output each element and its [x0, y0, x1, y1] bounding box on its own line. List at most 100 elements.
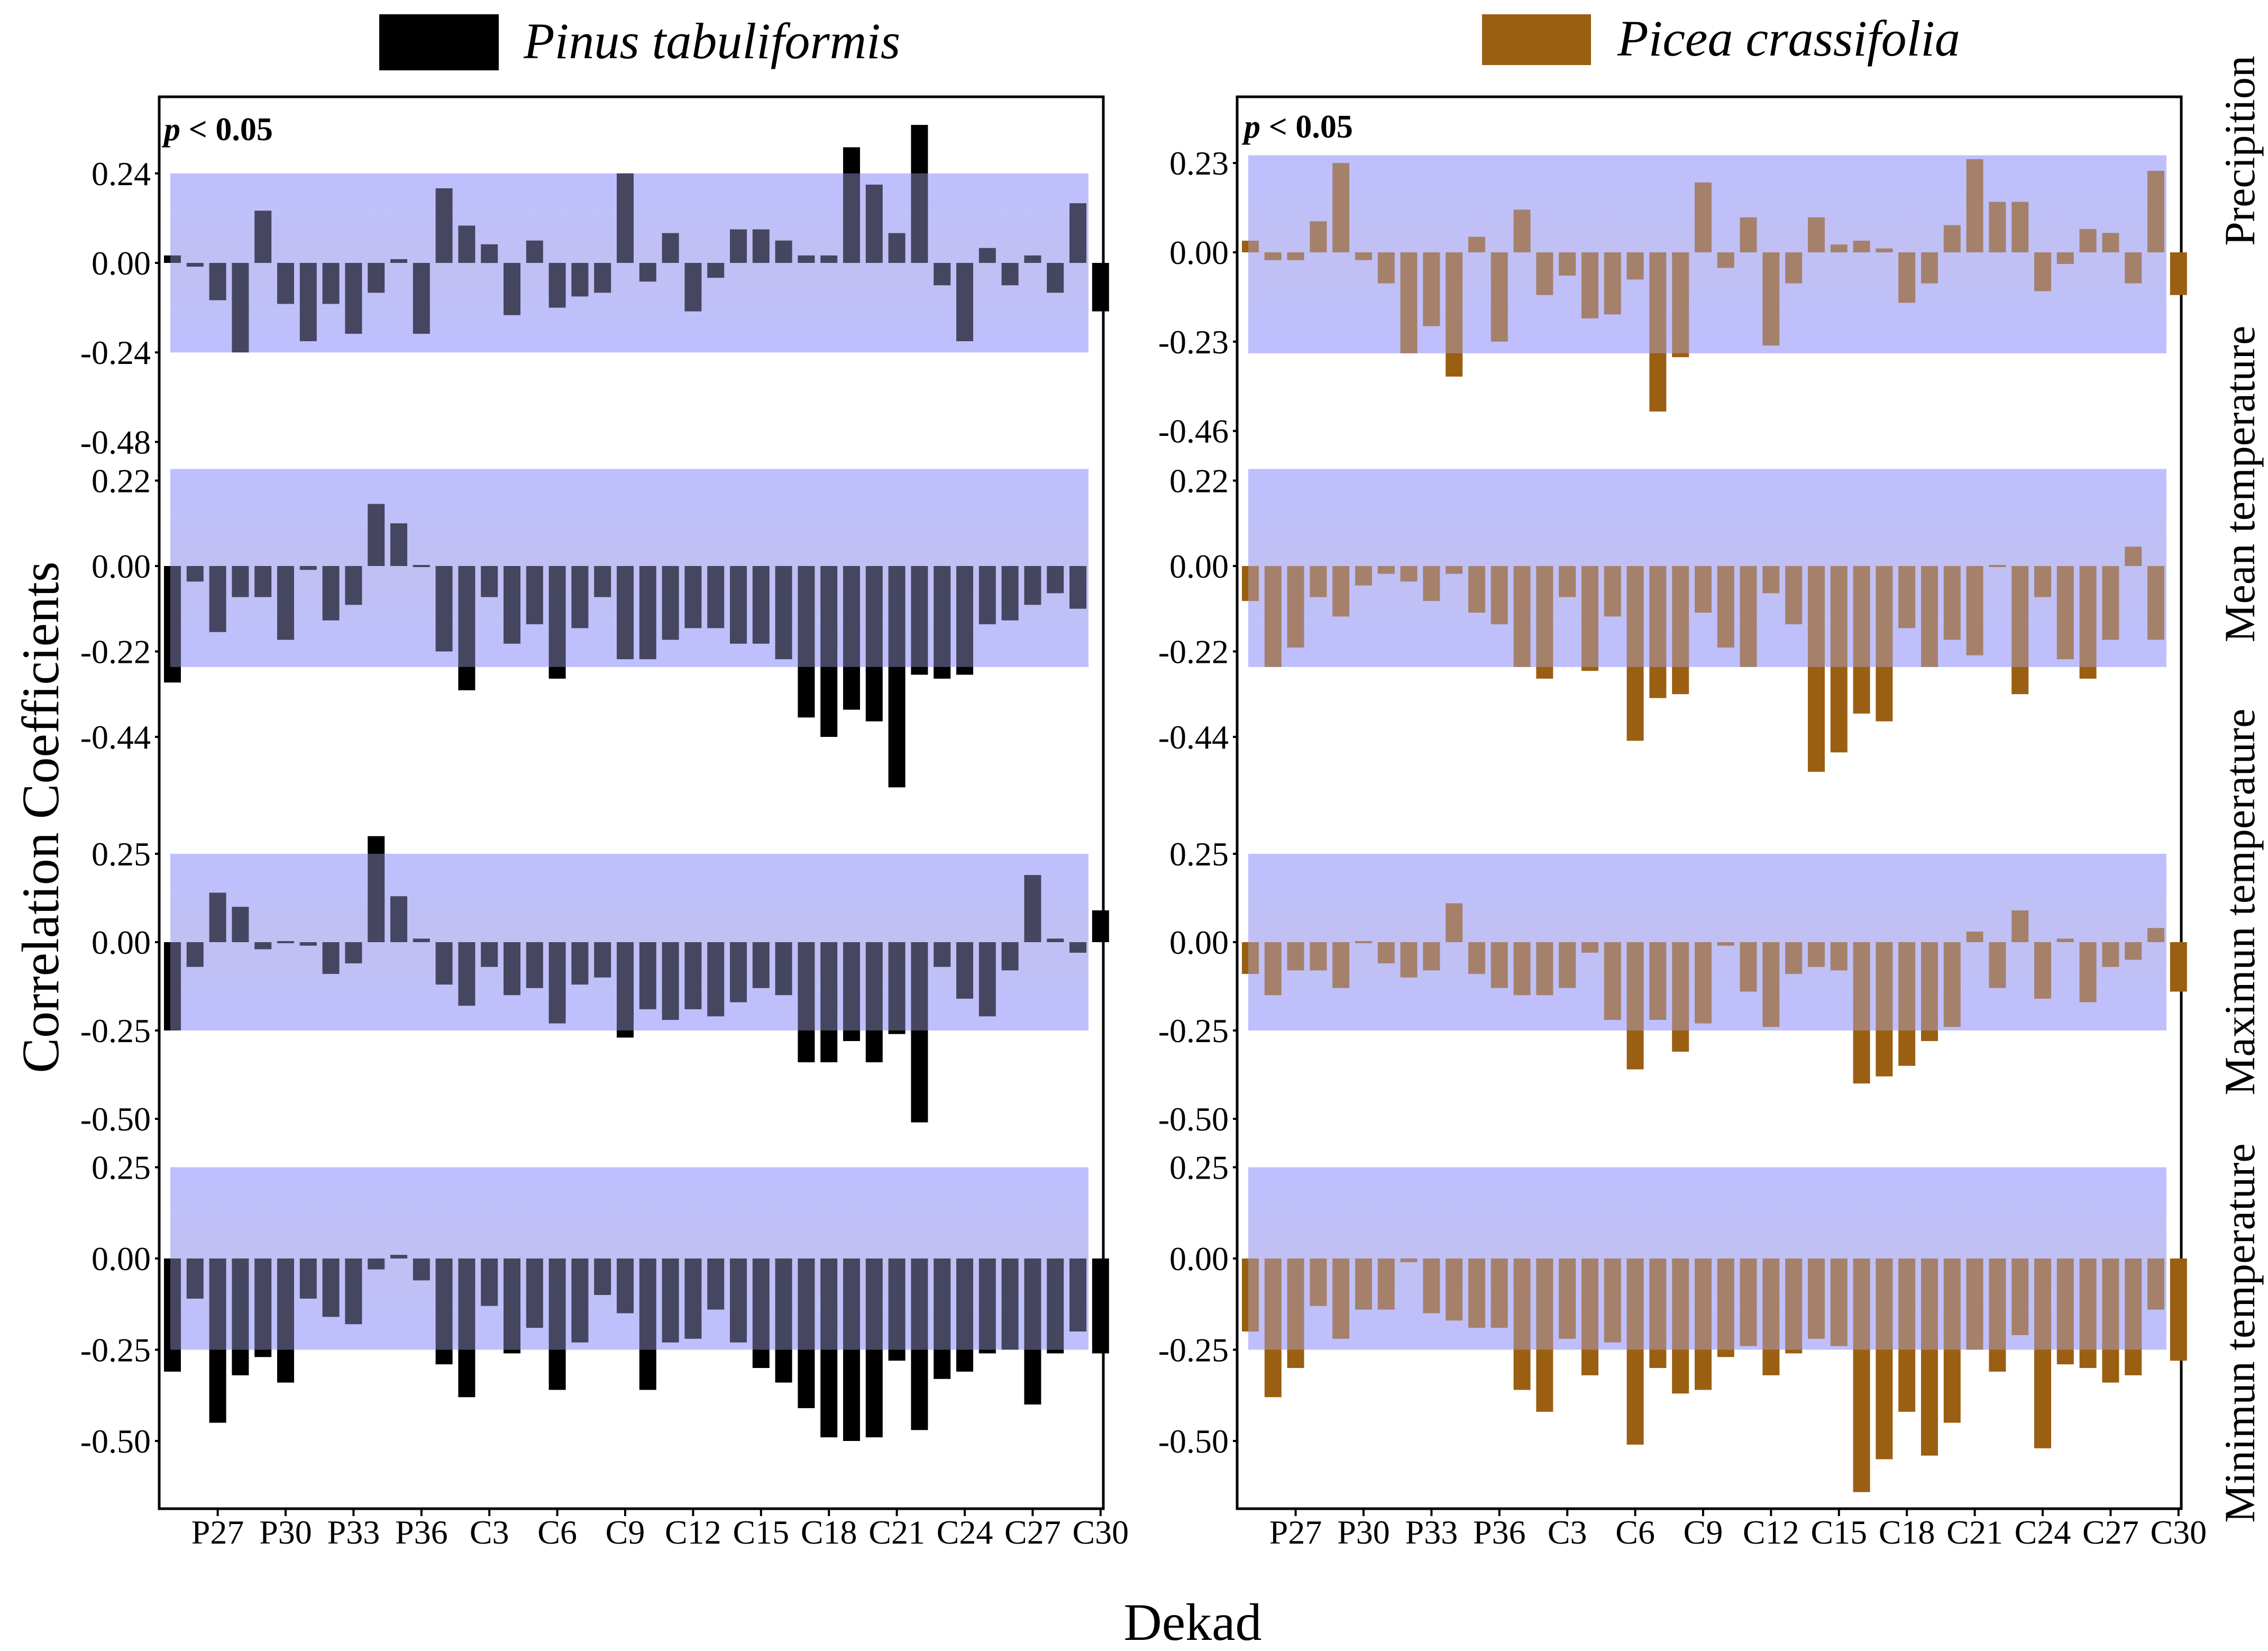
- bar-left-maximun-temperature-C15: [752, 942, 770, 988]
- bar-left-mean-temperature-C17: [798, 566, 815, 718]
- bar-right-maximun-temperature-C29: [2147, 928, 2164, 942]
- y-tick-label-right-minimun-temperature-1: 0.00: [1169, 1240, 1229, 1278]
- y-tick-label-right-maximun-temperature-2: -0.25: [1158, 1012, 1229, 1050]
- bar-left-precipition-P31: [299, 263, 317, 341]
- bar-right-maximun-temperature-C25: [2056, 938, 2074, 942]
- bar-right-precipition-C6: [1626, 252, 1644, 280]
- y-tick-label-left-minimun-temperature-3: -0.50: [80, 1422, 151, 1460]
- bar-left-mean-temperature-P29: [254, 566, 272, 597]
- bar-right-maximun-temperature-C22: [1989, 942, 2006, 988]
- bar-right-minimun-temperature-P32: [1400, 1258, 1418, 1262]
- x-tick-label-right-C21: C21: [1946, 1513, 2003, 1551]
- bar-right-minimun-temperature-C23: [2011, 1258, 2029, 1335]
- bar-right-mean-temperature-C26: [2079, 566, 2097, 679]
- x-tick-label-right-P27: P27: [1269, 1513, 1322, 1551]
- bar-right-maximun-temperature-C5: [1604, 942, 1621, 1020]
- bar-right-maximun-temperature-C19: [1921, 942, 1938, 1041]
- y-tick-label-left-maximun-temperature-1: 0.00: [92, 924, 151, 961]
- significance-band-overlay-right-minimun-temperature: [1248, 1167, 2166, 1350]
- bar-right-minimun-temperature-C20: [1943, 1258, 1961, 1423]
- bar-right-minimun-temperature-C8: [1672, 1258, 1689, 1394]
- bar-right-minimun-temperature-P31: [1377, 1258, 1395, 1310]
- bar-right-minimun-temperature-C10: [1717, 1258, 1734, 1357]
- y-tick-label-right-precipition-2: -0.23: [1158, 323, 1229, 361]
- y-tick-label-right-maximun-temperature-1: 0.00: [1169, 924, 1229, 961]
- x-tick-label-right-C27: C27: [2082, 1513, 2139, 1551]
- bar-right-minimun-temperature-C2: [1536, 1258, 1553, 1412]
- bar-left-mean-temperature-C2: [458, 566, 475, 690]
- bar-right-minimun-temperature-C19: [1921, 1258, 1938, 1456]
- bar-right-mean-temperature-C24: [2034, 566, 2051, 597]
- x-tick-label-right-C12: C12: [1743, 1513, 1799, 1551]
- bar-left-mean-temperature-P33: [345, 566, 362, 605]
- legend-swatch-pinus: [379, 14, 499, 70]
- y-tick-label-right-mean-temperature-1: 0.00: [1169, 548, 1229, 585]
- bar-right-maximun-temperature-C28: [2125, 942, 2142, 960]
- bar-right-minimun-temperature-P30: [1355, 1258, 1372, 1310]
- significance-band-overlay-left-minimun-temperature: [170, 1167, 1089, 1350]
- bar-left-precipition-P36: [413, 263, 430, 334]
- x-tick-label-left-C24: C24: [937, 1513, 993, 1551]
- y-tick-label-right-precipition-0: 0.23: [1169, 144, 1229, 182]
- significance-band-overlay-right-mean-temperature: [1248, 469, 2166, 667]
- bar-right-precipition-C21: [1966, 159, 1983, 252]
- bar-left-maximun-temperature-C5: [526, 942, 543, 988]
- bar-left-maximun-temperature-C11: [662, 942, 679, 1020]
- bar-right-mean-temperature-C1: [1513, 566, 1531, 667]
- bar-right-precipition-C24: [2034, 252, 2051, 291]
- bar-left-minimun-temperature-P29: [254, 1258, 272, 1357]
- bar-left-precipition-C19: [843, 147, 860, 263]
- bar-left-maximun-temperature-P25: [164, 942, 181, 1030]
- bar-right-precipition-C22: [1989, 202, 2006, 252]
- y-tick-label-right-minimun-temperature-0: 0.25: [1169, 1149, 1229, 1187]
- bar-left-minimun-temperature-C2: [458, 1258, 475, 1398]
- legend-label-picea: Picea crassifolia: [1617, 10, 1960, 67]
- bar-left-precipition-C1: [435, 188, 453, 263]
- y-tick-label-left-precipition-3: -0.48: [80, 423, 151, 461]
- bar-right-mean-temperature-C5: [1604, 566, 1621, 617]
- bar-right-minimun-temperature-C29: [2147, 1258, 2164, 1310]
- bar-right-minimun-temperature-C7: [1649, 1258, 1667, 1368]
- bar-right-precipition-C16: [1853, 241, 1870, 252]
- bar-left-maximun-temperature-C27: [1024, 875, 1041, 942]
- bar-left-minimun-temperature-C19: [843, 1258, 860, 1441]
- bar-left-maximun-temperature-C6: [548, 942, 566, 1024]
- bar-left-mean-temperature-P35: [390, 523, 407, 566]
- y-tick-label-right-maximun-temperature-3: -0.50: [1158, 1100, 1229, 1138]
- bar-right-precipition-C2: [1536, 252, 1553, 295]
- bar-right-minimun-temperature-C9: [1695, 1258, 1712, 1390]
- bar-left-minimun-temperature-P30: [277, 1258, 294, 1383]
- bar-right-maximun-temperature-C7: [1649, 942, 1667, 1020]
- bar-left-minimun-temperature-C24: [956, 1258, 973, 1372]
- bar-right-minimun-temperature-C28: [2125, 1258, 2142, 1375]
- bar-left-precipition-P27: [209, 263, 226, 300]
- x-tick-label-left-P27: P27: [191, 1513, 244, 1551]
- y-tick-label-right-precipition-3: -0.46: [1158, 413, 1229, 450]
- bar-right-maximun-temperature-P29: [1332, 942, 1350, 988]
- bar-left-precipition-C6: [548, 263, 566, 308]
- bar-right-maximun-temperature-P33: [1423, 942, 1440, 971]
- bar-left-precipition-C30: [1092, 263, 1109, 312]
- bar-left-mean-temperature-C8: [594, 566, 611, 597]
- x-tick-label-right-C15: C15: [1810, 1513, 1867, 1551]
- bar-right-minimun-temperature-P34: [1446, 1258, 1463, 1321]
- bar-right-precipition-C14: [1808, 217, 1825, 252]
- bar-right-mean-temperature-C18: [1898, 566, 1916, 628]
- bar-right-precipition-P36: [1490, 252, 1508, 342]
- bar-left-precipition-C17: [798, 255, 815, 263]
- bar-right-precipition-P27: [1287, 252, 1304, 260]
- y-tick-label-right-minimun-temperature-3: -0.50: [1158, 1422, 1229, 1460]
- bar-right-maximun-temperature-C1: [1513, 942, 1531, 996]
- y-tick-label-left-mean-temperature-2: -0.22: [80, 633, 151, 670]
- bar-left-minimun-temperature-C7: [571, 1258, 589, 1343]
- bar-left-precipition-C25: [978, 248, 996, 263]
- bar-left-minimun-temperature-C10: [639, 1258, 656, 1390]
- bar-left-maximun-temperature-C17: [798, 942, 815, 1063]
- bar-right-maximun-temperature-C10: [1717, 942, 1734, 946]
- bar-left-precipition-C15: [752, 229, 770, 263]
- bar-left-maximun-temperature-P35: [390, 896, 407, 942]
- bar-left-maximun-temperature-C9: [617, 942, 634, 1038]
- x-tick-label-right-C9: C9: [1684, 1513, 1723, 1551]
- bar-left-minimun-temperature-P34: [368, 1258, 385, 1270]
- bar-right-mean-temperature-C4: [1581, 566, 1598, 671]
